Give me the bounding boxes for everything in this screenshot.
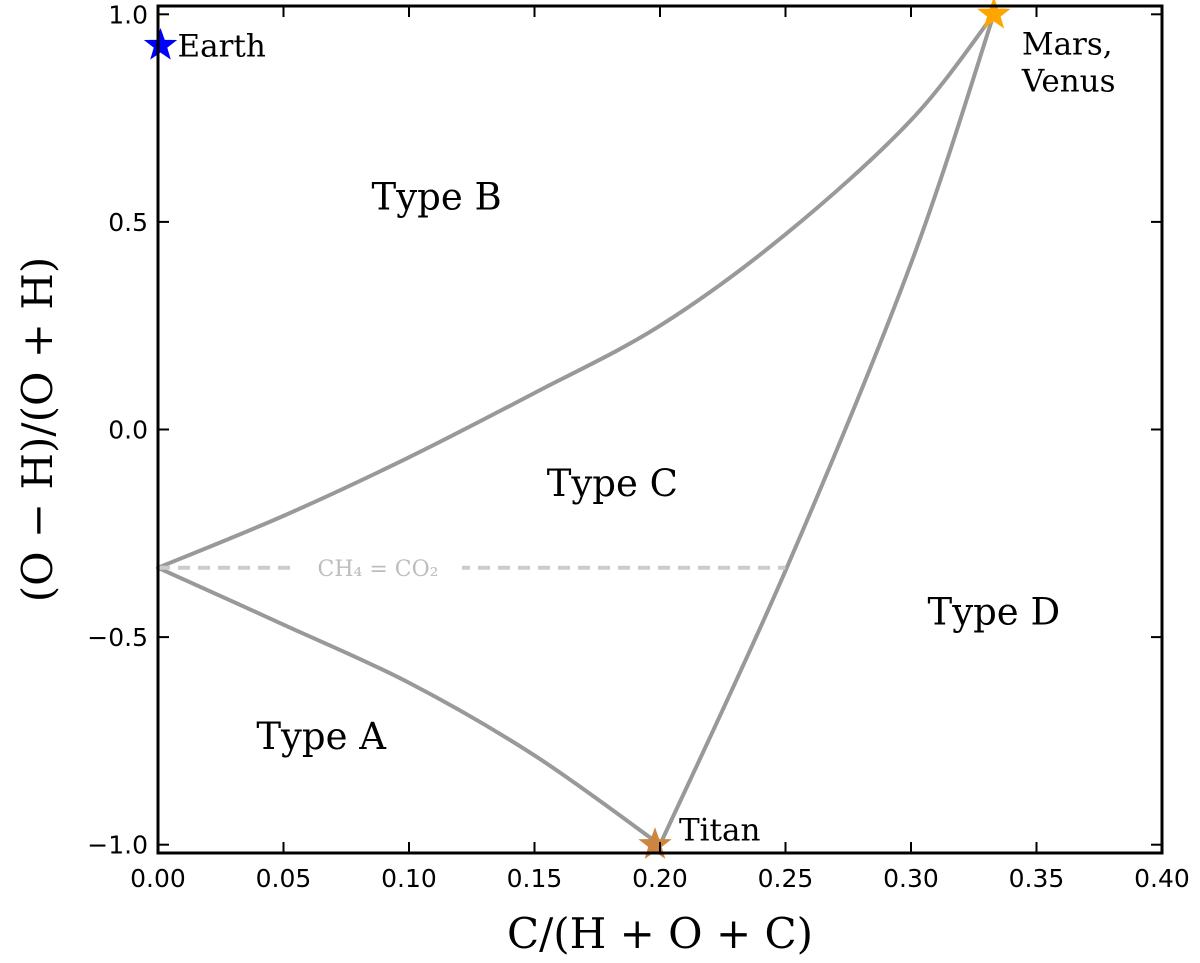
boundary-curve-1 <box>156 12 996 570</box>
x-tick-label: 0.35 <box>1009 864 1065 893</box>
reference-label-background <box>294 551 462 584</box>
reference-line-label: CH₄ = CO₂ <box>318 557 439 582</box>
x-axis-label: C/(H + O + C) <box>507 909 813 958</box>
point-label-earth: Earth <box>178 28 266 64</box>
point-label-venus: Venus <box>1021 63 1116 99</box>
y-tick-label: 1.0 <box>108 0 148 29</box>
region-label-type-a: Type A <box>256 715 387 758</box>
reference-line-group: CH₄ = CO₂ <box>158 551 786 584</box>
x-tick-label: 0.10 <box>381 864 437 893</box>
point-label-titan: Titan <box>679 813 761 849</box>
x-tick-label: 0.00 <box>130 864 186 893</box>
point-marker-earth <box>143 27 178 60</box>
x-tick-label: 0.30 <box>883 864 939 893</box>
region-labels: Type A Type B Type C Type D <box>256 175 1060 758</box>
boundary-curve-2 <box>156 565 662 847</box>
y-tick-label: −0.5 <box>87 623 148 652</box>
data-points: Earth Titan Mars,Venus <box>143 0 1116 859</box>
y-axis-ticks: −1.0 −0.5 0.0 0.5 1.0 <box>87 0 1162 860</box>
boundary-curve-3 <box>658 12 996 847</box>
y-tick-label: 0.0 <box>108 416 148 445</box>
y-tick-label: 0.5 <box>108 208 148 237</box>
point-label-mars: Mars, <box>1022 26 1113 62</box>
boundary-curves <box>156 12 996 847</box>
x-tick-label: 0.25 <box>758 864 814 893</box>
region-label-type-c: Type C <box>547 462 678 505</box>
y-tick-label: −1.0 <box>87 831 148 860</box>
x-tick-label: 0.40 <box>1134 864 1190 893</box>
x-tick-label: 0.05 <box>256 864 312 893</box>
region-label-type-b: Type B <box>372 175 502 218</box>
point-marker-mars <box>977 0 1011 29</box>
y-axis-label: (O − H)/(O + H) <box>13 257 62 603</box>
x-axis-ticks: 0.00 0.05 0.10 0.15 0.20 0.25 0.30 0.35 0.40 <box>130 6 1190 893</box>
x-tick-label: 0.15 <box>507 864 563 893</box>
region-label-type-d: Type D <box>928 591 1061 634</box>
x-tick-label: 0.20 <box>632 864 688 893</box>
point-marker-titan <box>638 827 672 859</box>
